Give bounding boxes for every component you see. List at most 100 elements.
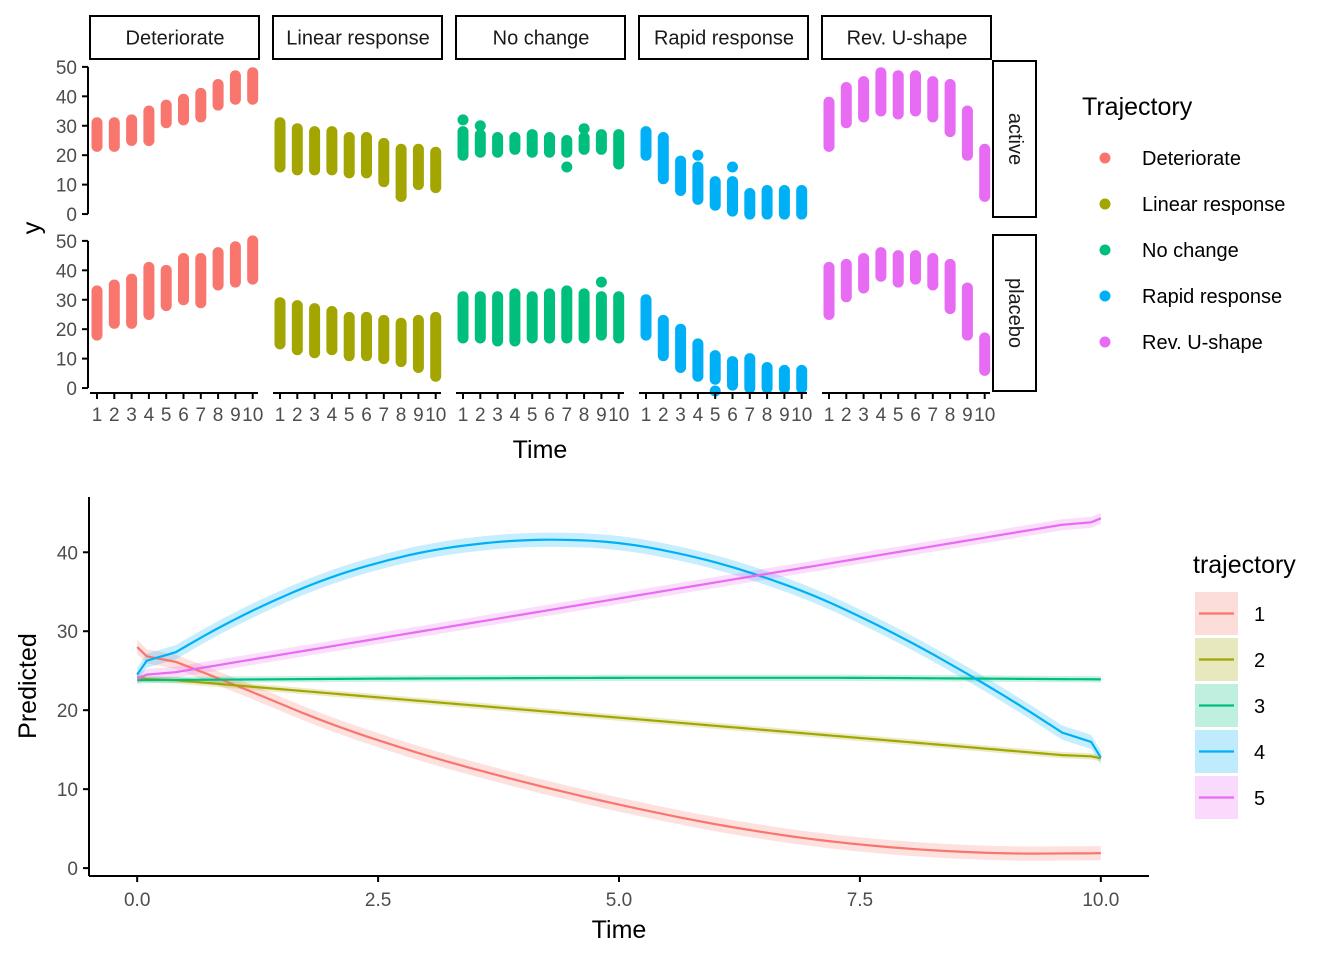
- data-point: [143, 134, 155, 146]
- series-line: [136, 517, 1102, 680]
- series-line: [136, 675, 1102, 760]
- legend-label: 2: [1254, 650, 1265, 672]
- x-tick-label: 2.5: [365, 890, 391, 911]
- x-tick-label: 10: [974, 405, 995, 426]
- y-tick-label: 10: [56, 350, 77, 371]
- x-tick-label: 3: [675, 405, 686, 426]
- data-point: [727, 161, 738, 173]
- legend-label: 4: [1254, 742, 1265, 764]
- facet-strip-3: [638, 15, 809, 60]
- facet-strip-label: Rev. U-shape: [847, 28, 968, 50]
- x-tick-label: 2: [292, 405, 303, 426]
- x-tick-label: 1: [458, 405, 469, 426]
- x-tick-label: 8: [579, 405, 590, 426]
- x-tick-label: 10: [608, 405, 629, 426]
- x-tick-label: 4: [510, 405, 521, 426]
- x-tick-label: 1: [275, 405, 286, 426]
- x-tick-label: 7: [196, 405, 207, 426]
- legend-key: [1099, 290, 1111, 302]
- x-tick-label: 3: [492, 405, 503, 426]
- legend-label: No change: [1142, 240, 1239, 262]
- x-tick-label: 8: [213, 405, 224, 426]
- y-tick-label: 20: [56, 320, 77, 341]
- x-tick-label: 6: [178, 405, 189, 426]
- data-point: [595, 276, 607, 288]
- y-axis-title: Predicted: [14, 633, 42, 739]
- x-tick-label: 3: [858, 405, 869, 426]
- legend-title: trajectory: [1193, 551, 1296, 579]
- series-line: [137, 676, 1101, 682]
- legend-key: [1099, 336, 1111, 348]
- facet-strip-label: No change: [493, 28, 590, 50]
- x-tick-label: 10: [791, 405, 812, 426]
- x-tick-label: 9: [230, 405, 241, 426]
- y-axis-title: y: [18, 221, 46, 234]
- x-tick-label: 5: [344, 405, 355, 426]
- x-tick-label: 7: [745, 405, 756, 426]
- x-tick-label: 4: [876, 405, 887, 426]
- x-tick-label: 7.5: [847, 890, 873, 911]
- data-point: [457, 114, 469, 126]
- x-tick-label: 7: [928, 405, 939, 426]
- x-tick-label: 8: [762, 405, 773, 426]
- data-point: [561, 161, 573, 173]
- row-strip-active: [992, 60, 1037, 218]
- x-axis-title: Time: [513, 436, 568, 464]
- y-tick-label: 40: [57, 543, 78, 564]
- faceted-scatter-plot: Deteriorate Linear response No change Rapid…: [18, 15, 1285, 464]
- x-tick-label: 6: [910, 405, 921, 426]
- x-tick-label: 0.0: [124, 890, 150, 911]
- x-tick-label: 1: [641, 405, 652, 426]
- legend-label: 3: [1254, 696, 1265, 718]
- x-tick-label: 5: [893, 405, 904, 426]
- legend-key: [1099, 244, 1111, 256]
- x-tick-label: 2: [841, 405, 852, 426]
- legend-label: 5: [1254, 788, 1265, 810]
- y-tick-label: 0: [66, 379, 77, 400]
- row-strip-placebo: [992, 234, 1037, 392]
- x-tick-label: 7: [562, 405, 573, 426]
- x-tick-label: 9: [779, 405, 790, 426]
- legend-label: 1: [1254, 604, 1265, 626]
- x-tick-label: 5: [710, 405, 721, 426]
- data-point: [692, 149, 704, 161]
- y-tick-label: 10: [57, 780, 78, 801]
- y-tick-label: 40: [56, 87, 77, 108]
- series-line: [136, 646, 1101, 855]
- predicted-trajectory-plot: 0 10 20 30 40 0.0 2.5 5.0 7.5 10.0 Time Predicted tr…: [14, 497, 1296, 944]
- x-tick-label: 3: [309, 405, 320, 426]
- y-tick-label: 20: [57, 701, 78, 722]
- y-tick-label: 40: [56, 261, 77, 282]
- legend-label: Linear response: [1142, 194, 1285, 216]
- y-tick-label: 30: [56, 117, 77, 138]
- x-tick-label: 7: [379, 405, 390, 426]
- x-tick-label: 8: [945, 405, 956, 426]
- x-tick-label: 1: [92, 405, 103, 426]
- facet-strip-label: Deteriorate: [126, 28, 225, 50]
- x-tick-label: 10: [425, 405, 446, 426]
- y-tick-label: 20: [56, 146, 77, 167]
- x-tick-label: 5.0: [606, 890, 632, 911]
- x-tick-label: 5: [161, 405, 172, 426]
- y-tick-label: 50: [56, 232, 77, 253]
- x-tick-label: 9: [596, 405, 607, 426]
- facet-strip-0: [89, 15, 260, 60]
- legend-label: Deteriorate: [1142, 148, 1241, 170]
- x-tick-label: 9: [413, 405, 424, 426]
- data-point: [474, 120, 486, 132]
- legend-label: Rapid response: [1142, 286, 1282, 308]
- x-tick-label: 10: [242, 405, 263, 426]
- x-tick-label: 4: [327, 405, 338, 426]
- legend-label: Rev. U-shape: [1142, 332, 1263, 354]
- data-point: [578, 123, 590, 135]
- legend-title: Trajectory: [1082, 93, 1193, 121]
- x-tick-label: 2: [109, 405, 120, 426]
- x-axis-title: Time: [592, 916, 647, 944]
- x-tick-label: 2: [475, 405, 486, 426]
- data-point: [395, 190, 407, 202]
- legend-key: [1099, 198, 1111, 210]
- row-strip-label: active: [1004, 113, 1026, 165]
- facet-strip-1: [272, 15, 443, 60]
